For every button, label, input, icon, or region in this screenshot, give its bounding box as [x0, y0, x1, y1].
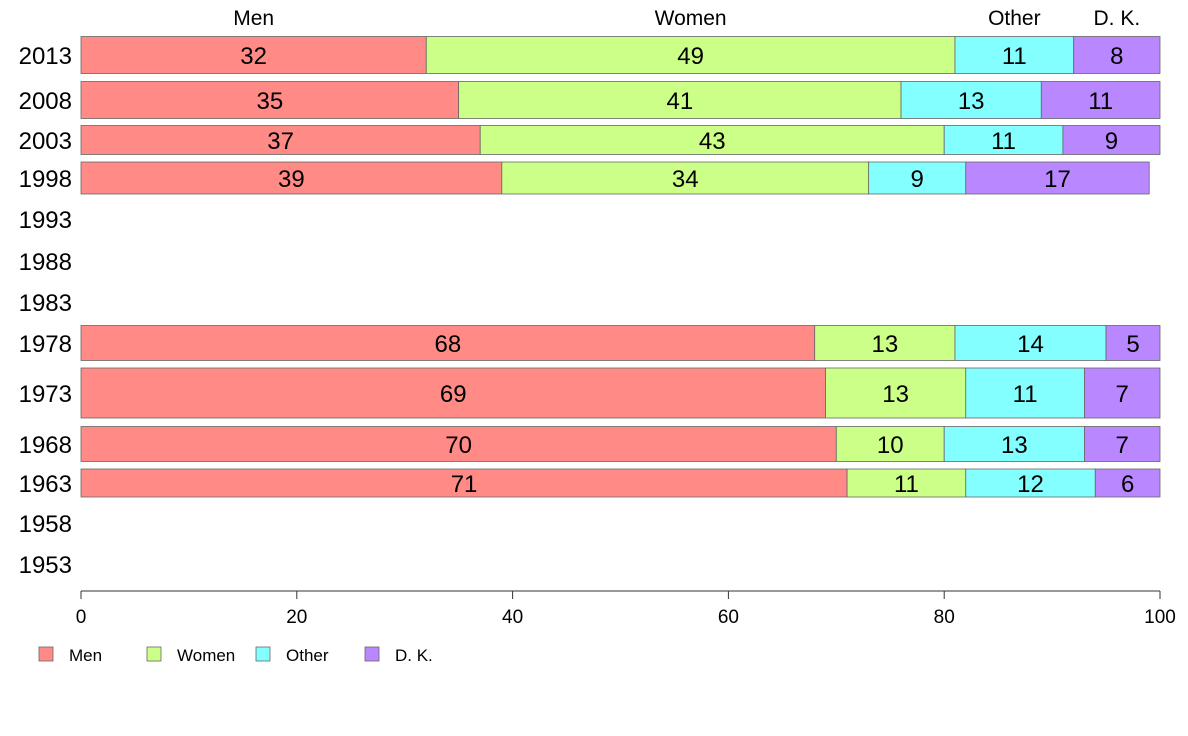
bar-value-label: 6	[1121, 471, 1134, 498]
bar-value-label: 37	[267, 128, 294, 155]
y-tick-label: 1958	[19, 511, 72, 538]
x-tick-label: 40	[502, 607, 523, 628]
bar-1963-dk	[1094, 468, 1161, 498]
y-tick-label: 2013	[19, 43, 72, 70]
bar-1968-men	[80, 426, 837, 462]
y-tick-label: 1998	[19, 166, 72, 193]
bar-value-label: 68	[435, 331, 462, 358]
bar-value-label: 35	[256, 88, 283, 115]
bar-value-label: 8	[1110, 43, 1123, 70]
legend-label: D. K.	[395, 646, 433, 665]
bar-value-label: 39	[278, 166, 305, 193]
y-axis-labels: 2013 2008 2003 1998 1993 1988 1983 1978 1973 1968…	[19, 43, 72, 579]
legend-label: Women	[177, 646, 235, 665]
y-tick-label: 1973	[19, 381, 72, 408]
bar-2013-men	[80, 36, 427, 74]
x-tick-label: 0	[76, 607, 87, 628]
legend-swatch-women	[146, 646, 162, 662]
y-tick-label: 1983	[19, 290, 72, 317]
legend-swatch-men	[38, 646, 54, 662]
x-tick-label: 80	[934, 607, 955, 628]
bar-value-label: 11	[991, 128, 1016, 155]
top-label-women: Women	[655, 7, 727, 30]
top-label-other: Other	[988, 7, 1041, 30]
bar-2008-dk	[1040, 81, 1161, 119]
bar-1973-other	[965, 367, 1085, 419]
bar-value-label: 34	[672, 166, 699, 193]
top-labels: Men Women Other D. K.	[233, 7, 1140, 30]
bar-value-label: 7	[1116, 381, 1129, 408]
bar-2013-other	[954, 36, 1075, 74]
legend: Men Women Other D. K.	[38, 646, 433, 665]
bar-value-label: 11	[1002, 43, 1027, 70]
x-tick-label: 100	[1144, 607, 1176, 628]
x-axis: 0 20 40 60 80 100	[76, 590, 1176, 628]
bar-1973-men	[80, 367, 826, 419]
x-tick-label: 20	[286, 607, 307, 628]
y-tick-label: 1953	[19, 552, 72, 579]
bar-1963-other	[965, 468, 1096, 498]
bar-value-label: 69	[440, 381, 467, 408]
bar-value-label: 13	[872, 331, 899, 358]
bar-value-label: 41	[666, 88, 693, 115]
bar-1968-dk	[1084, 426, 1161, 462]
y-tick-label: 1988	[19, 249, 72, 276]
bar-1978-women	[814, 325, 956, 361]
bar-2003-women	[479, 125, 945, 155]
bar-2008-other	[900, 81, 1042, 119]
bar-1978-other	[954, 325, 1107, 361]
y-tick-label: 1978	[19, 331, 72, 358]
bar-value-label: 11	[1013, 381, 1038, 408]
legend-swatch-dk	[364, 646, 380, 662]
bar-2003-dk	[1062, 125, 1161, 155]
bar-value-label: 11	[1088, 88, 1113, 115]
bar-value-label: 14	[1017, 331, 1044, 358]
top-label-men: Men	[233, 7, 274, 30]
bar-2008-women	[458, 81, 902, 119]
bar-1998-dk	[965, 161, 1150, 195]
y-tick-label: 2003	[19, 128, 72, 155]
legend-label: Men	[69, 646, 102, 665]
bar-value-label: 13	[958, 88, 985, 115]
bar-value-label: 13	[1001, 432, 1028, 459]
bar-1998-women	[501, 161, 870, 195]
bar-2008-men	[80, 81, 460, 119]
bar-value-label: 13	[882, 381, 909, 408]
bar-1978-men	[80, 325, 816, 361]
bar-value-label: 10	[877, 432, 904, 459]
bar-value-label: 5	[1126, 331, 1139, 358]
bar-1978-dk	[1105, 325, 1161, 361]
bar-value-label: 32	[240, 43, 267, 70]
bar-value-label: 9	[1105, 128, 1118, 155]
bar-1998-men	[80, 161, 503, 195]
bar-2013-dk	[1073, 36, 1161, 74]
bar-1963-men	[80, 468, 848, 498]
legend-swatch-other	[255, 646, 271, 662]
y-tick-label: 1963	[19, 471, 72, 498]
bar-value-label: 17	[1044, 166, 1071, 193]
bar-2013-women	[425, 36, 956, 74]
y-tick-label: 1993	[19, 207, 72, 234]
bar-1968-other	[943, 426, 1085, 462]
bar-2003-men	[80, 125, 481, 155]
top-label-dk: D. K.	[1093, 7, 1140, 30]
y-tick-label: 2008	[19, 88, 72, 115]
bar-value-label: 70	[445, 432, 472, 459]
legend-label: Other	[286, 646, 329, 665]
bar-value-label: 7	[1116, 432, 1129, 459]
bar-1973-dk	[1084, 367, 1161, 419]
bar-value-label: 71	[451, 471, 478, 498]
bar-value-label: 49	[677, 43, 704, 70]
bar-value-label: 43	[699, 128, 726, 155]
bar-value-label: 9	[911, 166, 924, 193]
x-tick-label: 60	[718, 607, 739, 628]
bar-value-label: 12	[1017, 471, 1044, 498]
y-tick-label: 1968	[19, 432, 72, 459]
bar-value-label: 11	[894, 471, 919, 498]
bar-1973-women	[825, 367, 967, 419]
